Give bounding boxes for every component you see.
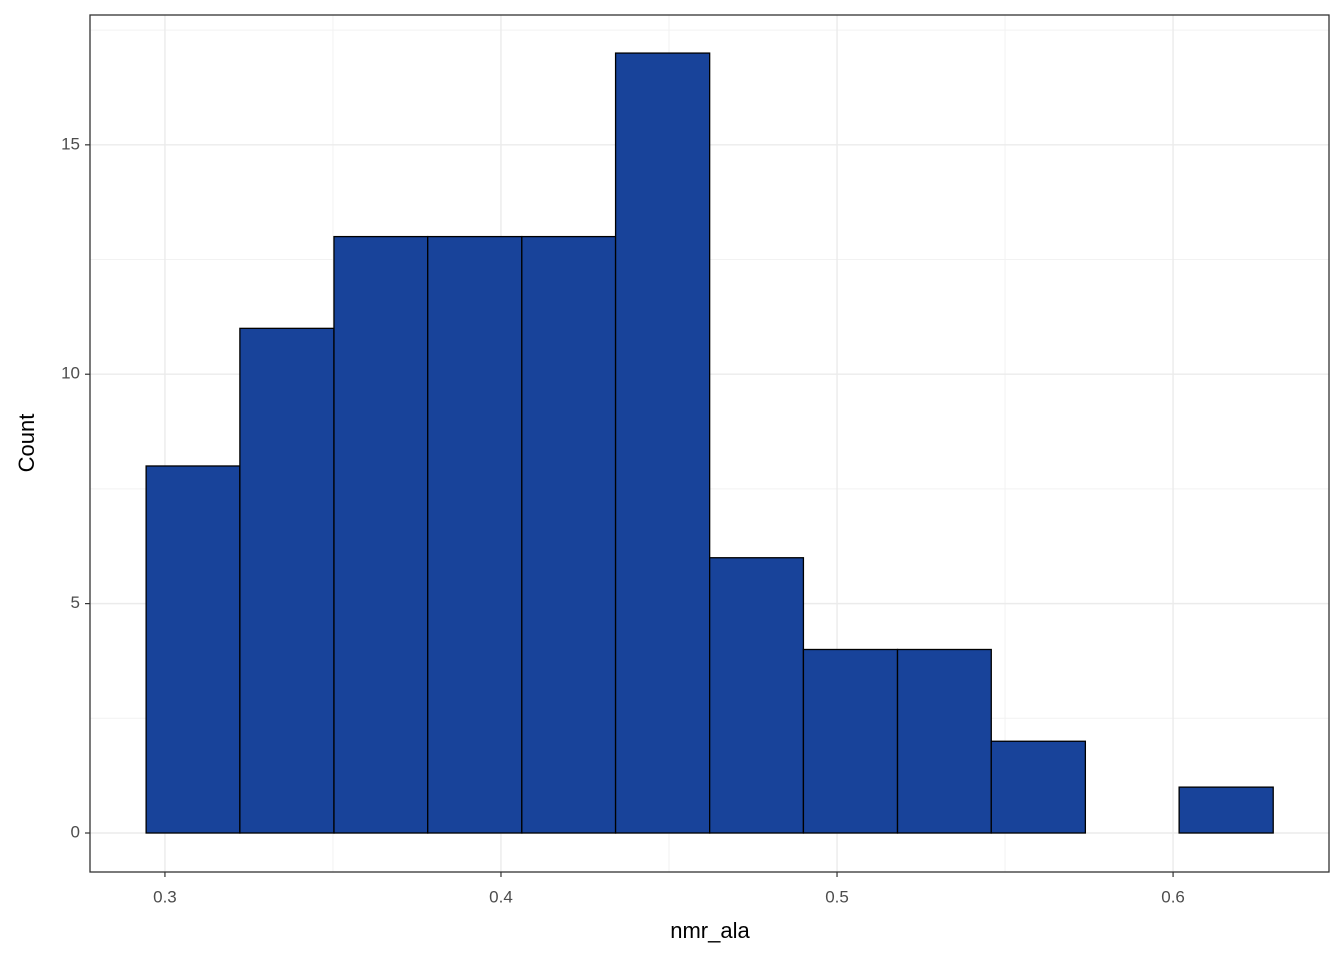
y-tick-label: 10 [61, 364, 80, 383]
bar [521, 235, 617, 834]
panel-border [89, 14, 1330, 873]
x-tick-label: 0.6 [1161, 887, 1185, 906]
bar [333, 235, 429, 834]
y-tick-label: 5 [71, 593, 80, 612]
bar [1178, 786, 1274, 834]
bar [709, 557, 805, 834]
bar [896, 648, 992, 834]
y-axis-title: Count [14, 414, 39, 473]
bar [802, 648, 899, 834]
y-tick-label: 15 [61, 134, 80, 153]
bar [145, 465, 241, 834]
bar [239, 327, 335, 834]
x-tick-label: 0.5 [825, 887, 849, 906]
bar [614, 52, 711, 834]
bar [427, 235, 523, 834]
x-tick-label: 0.3 [153, 887, 177, 906]
bar [990, 740, 1087, 834]
y-tick-label: 0 [71, 822, 80, 841]
x-axis-title: nmr_ala [670, 918, 750, 943]
x-tick-label: 0.4 [489, 887, 513, 906]
